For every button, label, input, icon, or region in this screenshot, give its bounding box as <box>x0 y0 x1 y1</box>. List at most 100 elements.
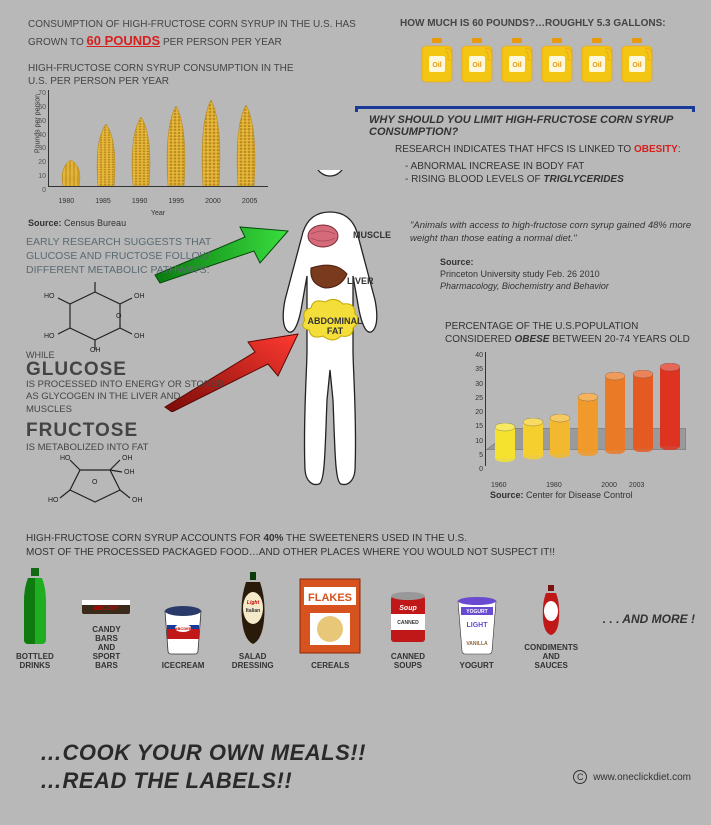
product-ice: ABCDEF ICECREAM <box>159 597 207 670</box>
svg-text:VANILLA: VANILLA <box>466 641 488 647</box>
obese-bar <box>632 370 654 452</box>
sweetener-intro: HIGH-FRUCTOSE CORN SYRUP ACCOUNTS FOR 40… <box>26 532 686 560</box>
svg-text:HO: HO <box>48 497 59 504</box>
svg-text:OH: OH <box>134 293 145 300</box>
headline-left-post: PER PERSON PER YEAR <box>163 37 282 48</box>
hfcs-chart: Pounds per person 706050403020100 198019… <box>48 90 268 205</box>
obese-bar <box>522 418 544 460</box>
svg-text:CANNED: CANNED <box>397 620 419 626</box>
svg-text:Oil: Oil <box>592 62 601 69</box>
quote-text: "Animals with access to high-fructose co… <box>410 220 700 246</box>
salad-icon: Light Italian <box>236 570 270 648</box>
headline-left-highlight: 60 POUNDS <box>87 33 161 48</box>
slogan-cook: …COOK YOUR OWN MEALS!! <box>40 740 366 766</box>
gallon-jug-icon: Oil <box>420 38 454 84</box>
glucose-block: WHILE GLUCOSE IS PROCESSED INTO ENERGY O… <box>26 350 226 416</box>
gallon-jug-icon: Oil <box>540 38 574 84</box>
svg-text:HO: HO <box>44 293 55 300</box>
corn-bar-icon <box>95 124 117 186</box>
svg-text:OH: OH <box>122 455 133 462</box>
product-label: CEREALS <box>311 661 349 670</box>
sauce-icon <box>538 585 564 639</box>
gallon-jug-icon: Oil <box>620 38 654 84</box>
product-candy: ABCDEF CANDYBARSANDSPORTBARS <box>78 578 134 670</box>
fat-label: ABDOMINAL FAT <box>305 317 365 337</box>
svg-text:Oil: Oil <box>512 62 521 69</box>
obese-chart: 4035302520151050 <box>485 352 685 482</box>
svg-text:Oil: Oil <box>552 62 561 69</box>
bottle-icon <box>18 568 52 648</box>
credit: C www.oneclickdiet.com <box>573 770 691 784</box>
corn-bar-icon <box>130 117 152 186</box>
svg-text:OH: OH <box>124 469 135 476</box>
svg-text:O: O <box>116 313 122 320</box>
product-yogurt: YOGURT LIGHT VANILLA YOGURT <box>454 593 500 670</box>
product-sauce: CONDIMENTSANDSAUCES <box>524 585 578 671</box>
svg-text:LIGHT: LIGHT <box>466 622 488 629</box>
gallon-jug-icon: Oil <box>580 38 614 84</box>
product-bottle: BOTTLEDDRINKS <box>16 568 54 671</box>
svg-text:HO: HO <box>44 333 55 340</box>
product-cereal: FLAKES CEREALS <box>298 577 362 670</box>
svg-text:Italian: Italian <box>245 608 259 614</box>
svg-text:OH: OH <box>132 497 143 504</box>
product-label: ICECREAM <box>162 661 205 670</box>
product-label: CONDIMENTSANDSAUCES <box>524 643 578 671</box>
headline-right: HOW MUCH IS 60 POUNDS?…ROUGHLY 5.3 GALLO… <box>400 18 700 29</box>
svg-text:YOGURT: YOGURT <box>466 609 487 615</box>
product-label: SALADDRESSING <box>232 652 274 670</box>
svg-text:OH: OH <box>134 333 145 340</box>
hfcs-chart-source: Source: Census Bureau <box>28 218 126 228</box>
svg-text:ABCDEF: ABCDEF <box>175 626 192 631</box>
soup-icon: Soup CANNED <box>387 590 429 648</box>
product-label: CANDYBARSANDSPORTBARS <box>92 625 120 671</box>
product-soup: SoupCANNEDCANNEDSOUPS <box>387 590 429 671</box>
liver-label: LIVER <box>347 276 374 286</box>
svg-text:Light: Light <box>247 600 260 606</box>
svg-text:Oil: Oil <box>632 62 641 69</box>
svg-text:O: O <box>92 479 98 486</box>
corn-bar-icon <box>165 106 187 186</box>
svg-text:Oil: Oil <box>472 62 481 69</box>
slogan-read: …READ THE LABELS!! <box>40 768 292 794</box>
ice-icon: ABCDEF <box>159 597 207 657</box>
product-label: BOTTLEDDRINKS <box>16 652 54 670</box>
svg-text:Soup: Soup <box>399 605 417 612</box>
yogurt-icon: YOGURT LIGHT VANILLA <box>454 593 500 657</box>
hfcs-chart-title: HIGH-FRUCTOSE CORN SYRUP CONSUMPTION IN … <box>28 62 308 88</box>
muscle-label: MUSCLE <box>353 230 391 240</box>
svg-text:OH: OH <box>90 282 101 284</box>
bracket-title: WHY SHOULD YOU LIMIT HIGH-FRUCTOSE CORN … <box>355 112 695 144</box>
obese-bar <box>577 393 599 456</box>
fructose-molecule-icon: HO OH OH HO OH O <box>40 452 150 512</box>
product-label: YOGURT <box>459 661 493 670</box>
hfcs-chart-xlabel: Year <box>151 210 165 217</box>
product-salad: Light Italian SALADDRESSING <box>232 570 274 671</box>
research-line: RESEARCH INDICATES THAT HFCS IS LINKED T… <box>355 144 695 155</box>
obese-bar <box>659 363 681 450</box>
and-more: . . . AND MORE ! <box>603 612 695 626</box>
pathway-intro: EARLY RESEARCH SUGGESTS THAT GLUCOSE AND… <box>26 235 216 278</box>
obese-chart-title: PERCENTAGE OF THE U.S.POPULATION CONSIDE… <box>445 320 700 346</box>
headline-left: CONSUMPTION OF HIGH-FRUCTOSE CORN SYRUP … <box>28 18 358 50</box>
gallon-jug-icon: Oil <box>460 38 494 84</box>
gallon-jug-icon: Oil <box>500 38 534 84</box>
obese-bar <box>549 414 571 458</box>
quote-block: "Animals with access to high-fructose co… <box>410 220 700 292</box>
corn-bar-icon <box>60 160 82 186</box>
svg-text:HO: HO <box>60 455 71 462</box>
product-row: BOTTLEDDRINKS ABCDEF CANDYBARSANDSPORTBARS… <box>16 568 695 671</box>
candy-icon: ABCDEF <box>78 578 134 620</box>
gallon-jugs: Oil Oil Oil Oil Oil Oil <box>420 38 654 84</box>
corn-bar-icon <box>200 100 222 186</box>
obese-bar <box>494 423 516 462</box>
svg-text:ABCDEF: ABCDEF <box>94 606 119 612</box>
cereal-icon: FLAKES <box>298 577 362 657</box>
obese-chart-source: Source: Center for Disease Control <box>490 490 633 500</box>
fructose-block: FRUCTOSE IS METABOLIZED INTO FAT <box>26 420 226 453</box>
obese-bar <box>604 372 626 454</box>
glucose-molecule-icon: OHOHOH OHHOHO O <box>40 282 150 352</box>
human-figure: MUSCLE LIVER ABDOMINAL FAT <box>245 170 415 490</box>
svg-text:Oil: Oil <box>432 62 441 69</box>
svg-text:FLAKES: FLAKES <box>308 592 352 604</box>
